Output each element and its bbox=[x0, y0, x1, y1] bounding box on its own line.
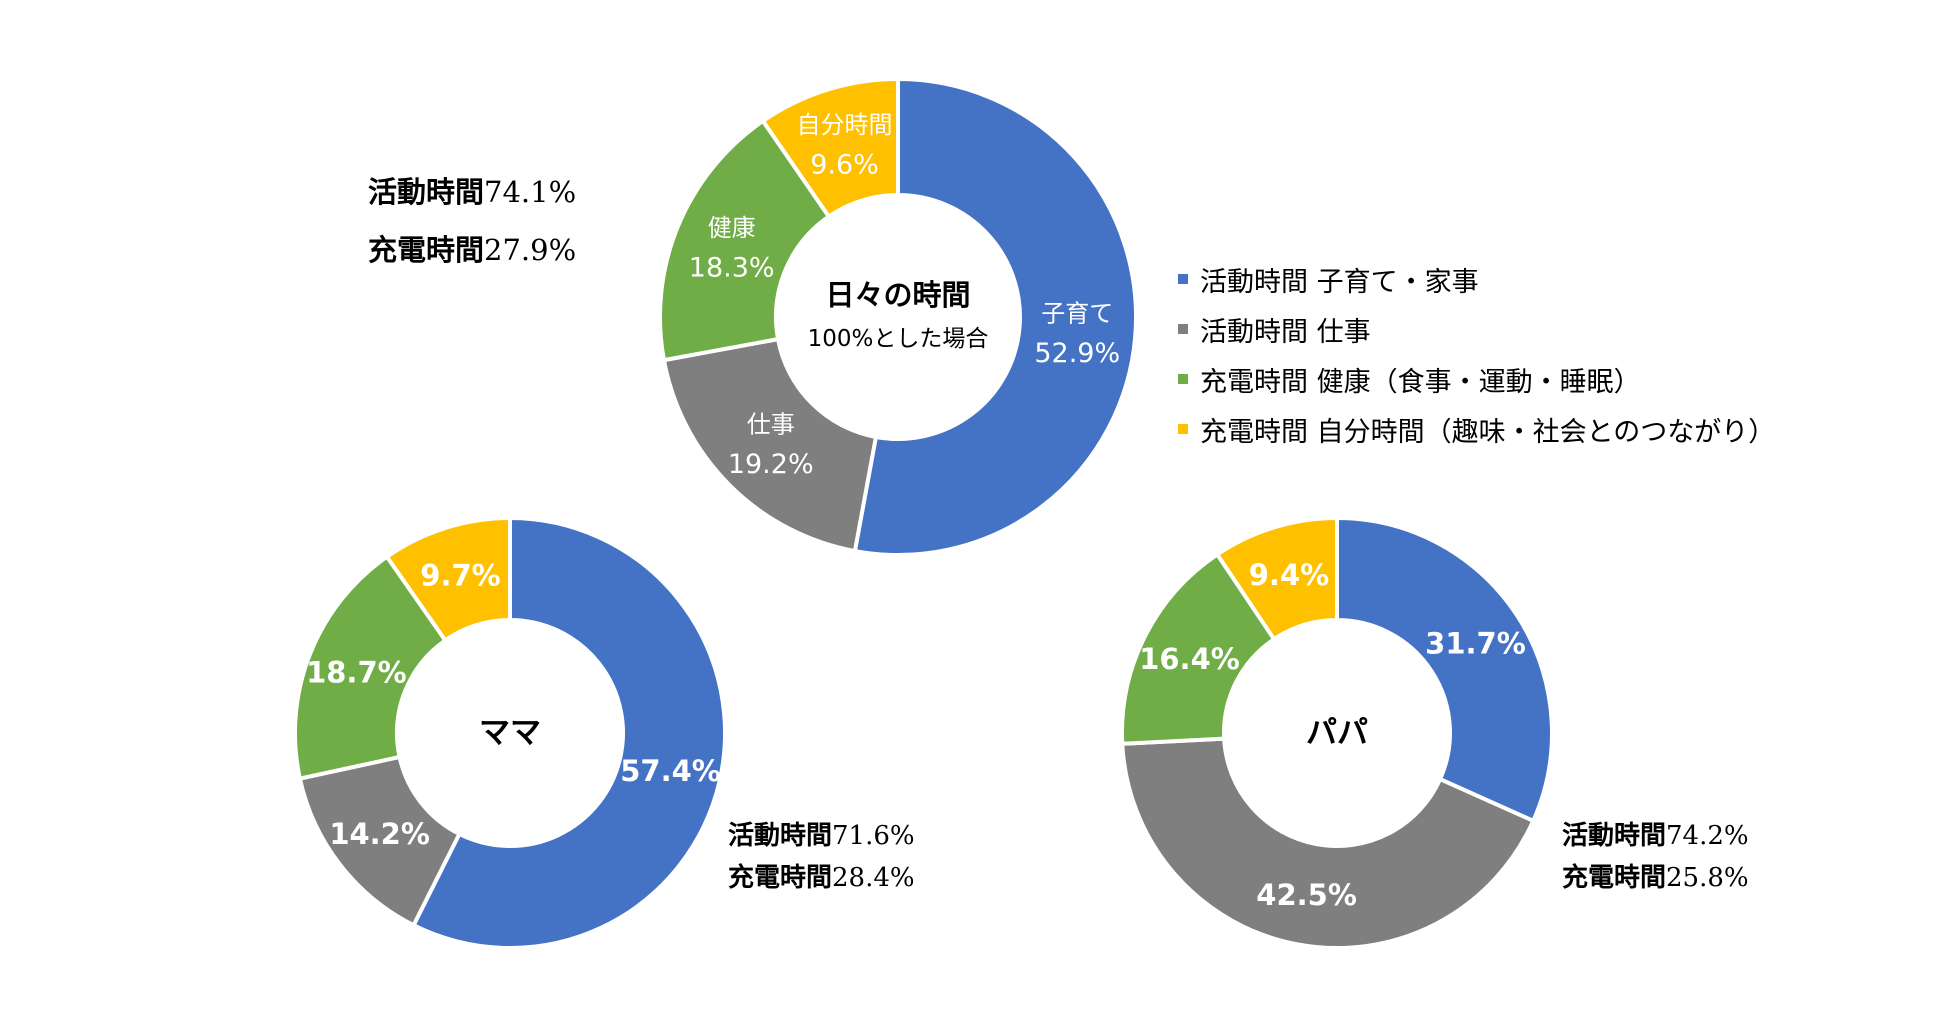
legend-label: 充電時間 自分時間（趣味・社会とのつながり） bbox=[1200, 416, 1776, 448]
donut-slice bbox=[293, 553, 449, 781]
donut-center-label: 日々の時間 bbox=[825, 278, 970, 312]
donut-slice bbox=[1214, 515, 1339, 642]
slice-value-label: 16.4% bbox=[1139, 642, 1240, 676]
slice-category-label: 子育て bbox=[1041, 299, 1113, 327]
slice-value-label: 19.2% bbox=[728, 449, 814, 480]
summary-recharge-label: 充電時間 bbox=[368, 233, 485, 267]
slice-value-label: 57.4% bbox=[620, 754, 721, 788]
donut-slice bbox=[1120, 551, 1277, 746]
slice-category-label: 自分時間 bbox=[797, 111, 893, 139]
summary-activity-value: 71.6% bbox=[832, 821, 915, 851]
donut-slice bbox=[760, 76, 900, 220]
legend-item-recharge-health: 充電時間 健康（食事・運動・睡眠） bbox=[1178, 354, 1775, 404]
legend-swatch bbox=[1178, 274, 1188, 284]
summary-papa: 活動時間74.2% 充電時間25.8% bbox=[1562, 823, 1749, 907]
slice-value-label: 18.7% bbox=[306, 656, 407, 690]
legend-label: 活動時間 仕事 bbox=[1200, 316, 1371, 348]
donut-slice bbox=[410, 515, 727, 950]
legend-item-activity-work: 活動時間 仕事 bbox=[1178, 304, 1775, 354]
summary-recharge-label: 充電時間 bbox=[1562, 863, 1667, 893]
slice-value-label: 18.3% bbox=[689, 253, 775, 284]
donut-slice bbox=[1335, 515, 1554, 824]
donut-slice bbox=[661, 336, 879, 554]
legend-label: 活動時間 子育て・家事 bbox=[1200, 266, 1479, 298]
summary-recharge-label: 充電時間 bbox=[728, 863, 833, 893]
summary-overall: 活動時間74.1% 充電時間27.9% bbox=[368, 178, 576, 294]
summary-recharge-value: 28.4% bbox=[832, 863, 915, 893]
legend: 活動時間 子育て・家事 活動時間 仕事 充電時間 健康（食事・運動・睡眠） 充電… bbox=[1178, 254, 1775, 454]
legend-swatch bbox=[1178, 374, 1188, 384]
slice-value-label: 14.2% bbox=[329, 817, 430, 851]
donut-chart-overall: 子育て 52.9% 仕事 19.2% 健康 18.3% 自分時間 9.6% 日々の時間 100%と… bbox=[658, 76, 1138, 557]
legend-swatch bbox=[1178, 324, 1188, 334]
legend-swatch bbox=[1178, 424, 1188, 434]
donut-center-label: パパ bbox=[1306, 715, 1368, 751]
donut-slice bbox=[658, 118, 832, 363]
slice-value-label: 31.7% bbox=[1425, 626, 1526, 660]
donut-slice bbox=[852, 76, 1138, 557]
summary-activity-label: 活動時間 bbox=[728, 821, 833, 851]
slice-value-label: 9.7% bbox=[420, 559, 500, 593]
legend-item-recharge-own-time: 充電時間 自分時間（趣味・社会とのつながり） bbox=[1178, 404, 1775, 454]
summary-activity-value: 74.2% bbox=[1666, 821, 1749, 851]
slice-category-label: 仕事 bbox=[747, 410, 795, 438]
legend-item-activity-childcare: 活動時間 子育て・家事 bbox=[1178, 254, 1775, 304]
summary-recharge-value: 25.8% bbox=[1666, 863, 1749, 893]
donut-slice bbox=[384, 515, 512, 644]
slice-value-label: 9.4% bbox=[1249, 558, 1329, 592]
summary-activity-label: 活動時間 bbox=[368, 175, 485, 209]
summary-recharge-value: 27.9% bbox=[484, 233, 577, 267]
summary-activity-label: 活動時間 bbox=[1562, 821, 1667, 851]
donut-chart-mama: 57.4% 14.2% 18.7% 9.7% ママ bbox=[293, 515, 727, 950]
donut-center-label: 100%とした場合 bbox=[808, 326, 989, 352]
donut-slice bbox=[1120, 736, 1536, 950]
summary-mama: 活動時間71.6% 充電時間28.4% bbox=[728, 823, 915, 907]
donut-chart-papa: 31.7% 42.5% 16.4% 9.4% パパ bbox=[1120, 515, 1554, 950]
donut-center-label: ママ bbox=[479, 715, 541, 751]
legend-label: 充電時間 健康（食事・運動・睡眠） bbox=[1200, 366, 1641, 398]
slice-value-label: 42.5% bbox=[1256, 878, 1357, 912]
slice-value-label: 52.9% bbox=[1034, 338, 1120, 369]
summary-activity-value: 74.1% bbox=[484, 175, 577, 209]
slice-value-label: 9.6% bbox=[810, 150, 879, 181]
slice-category-label: 健康 bbox=[708, 214, 756, 242]
